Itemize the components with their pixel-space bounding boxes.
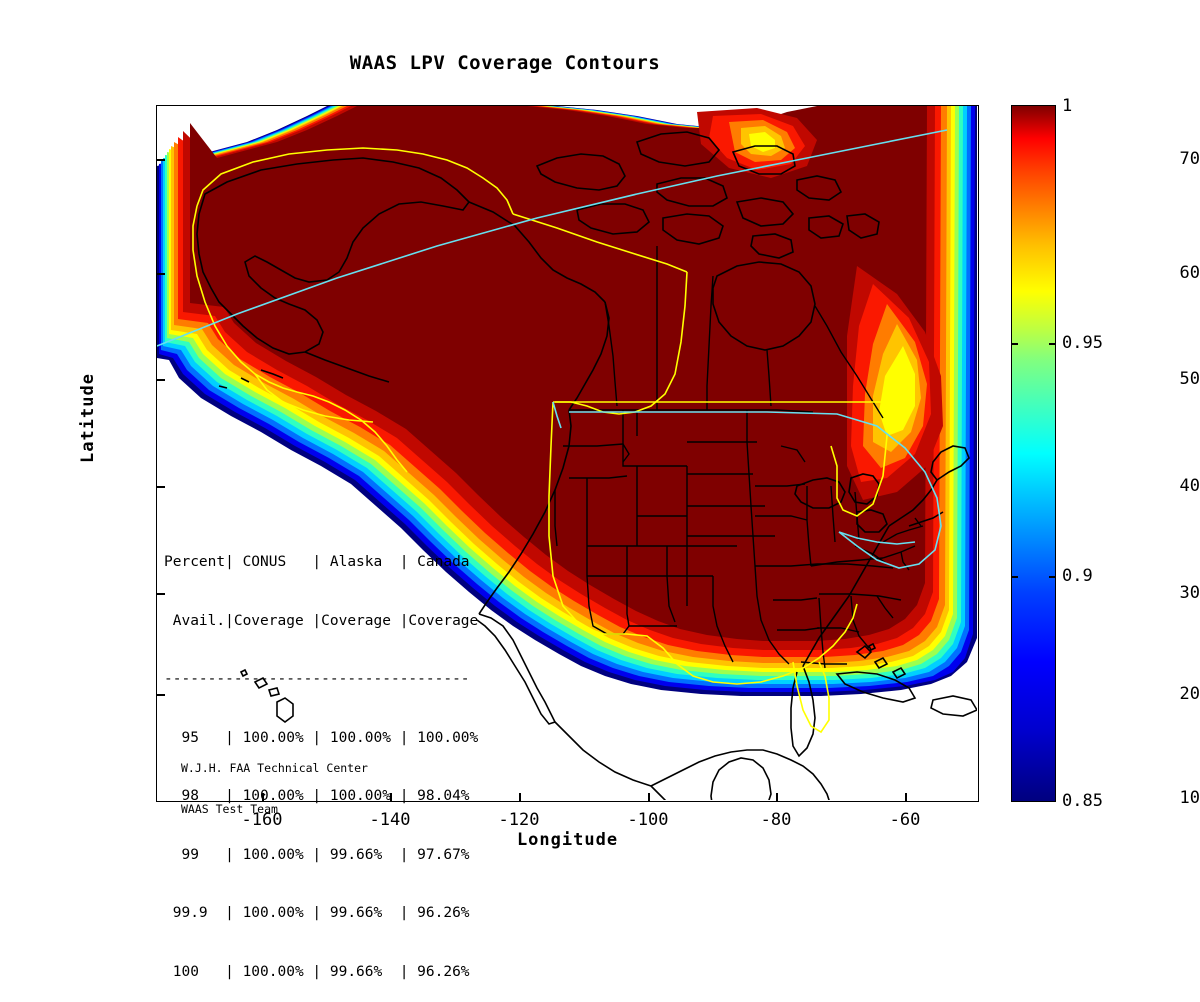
y-axis-label: Latitude	[78, 373, 98, 463]
coverage-map-plot	[156, 105, 979, 802]
table-row: 99.9 | 100.00% | 99.66% | 96.26%	[164, 905, 470, 921]
coastline-layer	[196, 131, 977, 800]
xtick-label-80: -80	[760, 810, 792, 830]
coverage-contour-svg	[157, 106, 977, 800]
xtick-mark-60	[905, 793, 907, 802]
ytick-mark-50	[156, 379, 165, 381]
table-row: 98 | 100.00% | 100.00% | 98.04%	[164, 788, 470, 804]
colorbar-tick-label-085: 0.85	[1062, 791, 1103, 811]
conus-service-volume-boundary	[192, 147, 888, 734]
ytick-label-40: 40	[1179, 476, 1200, 496]
colorbar-tick-mark-09-right	[1049, 576, 1056, 578]
xtick-mark-100	[648, 793, 650, 802]
ytick-label-30: 30	[1179, 583, 1200, 603]
ytick-mark-20	[156, 694, 165, 696]
ytick-mark-30	[156, 593, 165, 595]
map-canvas	[157, 106, 978, 801]
canada-service-volume-boundary	[157, 129, 948, 569]
ytick-label-60: 60	[1179, 263, 1200, 283]
ytick-mark-70	[156, 159, 165, 161]
xtick-label-100: -100	[627, 810, 669, 830]
ytick-mark-60	[156, 273, 165, 275]
colorbar-gradient	[1011, 105, 1056, 802]
state-borders-layer	[554, 409, 924, 669]
table-row: 99 | 100.00% | 99.66% | 97.67%	[164, 846, 470, 863]
credit-line-2: WAAS Test Team	[181, 801, 278, 816]
colorbar-tick-label-09: 0.9	[1062, 566, 1093, 586]
table-row: 95 | 100.00% | 100.00% | 100.00%	[164, 729, 479, 746]
colorbar-tick-label-095: 0.95	[1062, 333, 1103, 353]
credit-text: W.J.H. FAA Technical Center WAAS Test Te…	[181, 735, 368, 830]
table-row: 100 | 100.00% | 99.66% | 96.26%	[164, 963, 470, 980]
stats-separator: -----------------------------------	[164, 671, 470, 687]
credit-line-1: W.J.H. FAA Technical Center	[181, 761, 368, 775]
colorbar-tick-mark-095-left	[1011, 343, 1018, 345]
ytick-label-50: 50	[1179, 369, 1200, 389]
xtick-mark-120	[519, 793, 521, 802]
colorbar-tick-label-1: 1	[1062, 96, 1073, 116]
colorbar-tick-mark-095-right	[1049, 343, 1056, 345]
title-line-1: WAAS LPV Coverage Contours	[349, 52, 661, 74]
xtick-label-120: -120	[498, 810, 540, 830]
colorbar-tick-mark-09-left	[1011, 576, 1018, 578]
arctic-degraded-wedge	[697, 108, 817, 178]
ytick-label-70: 70	[1179, 149, 1200, 169]
province-borders-layer	[604, 246, 884, 419]
ytick-label-20: 20	[1179, 684, 1200, 704]
xtick-label-60: -60	[889, 810, 921, 830]
xtick-mark-80	[776, 793, 778, 802]
x-axis-label: Longitude	[516, 830, 619, 850]
colorbar	[1011, 105, 1056, 802]
stats-header-row-1: Percent| CONUS | Alaska | Canada	[164, 554, 470, 570]
ytick-label-10: 10	[1179, 788, 1200, 808]
east-coast-degraded-lobe	[847, 266, 943, 500]
xtick-label-160: -160	[241, 810, 283, 830]
xtick-mark-140	[390, 793, 392, 802]
ytick-mark-40	[156, 486, 165, 488]
xtick-label-140: -140	[369, 810, 411, 830]
stats-header-row-2: Avail.|Coverage |Coverage |Coverage	[164, 612, 479, 629]
xtick-mark-160	[262, 793, 264, 802]
